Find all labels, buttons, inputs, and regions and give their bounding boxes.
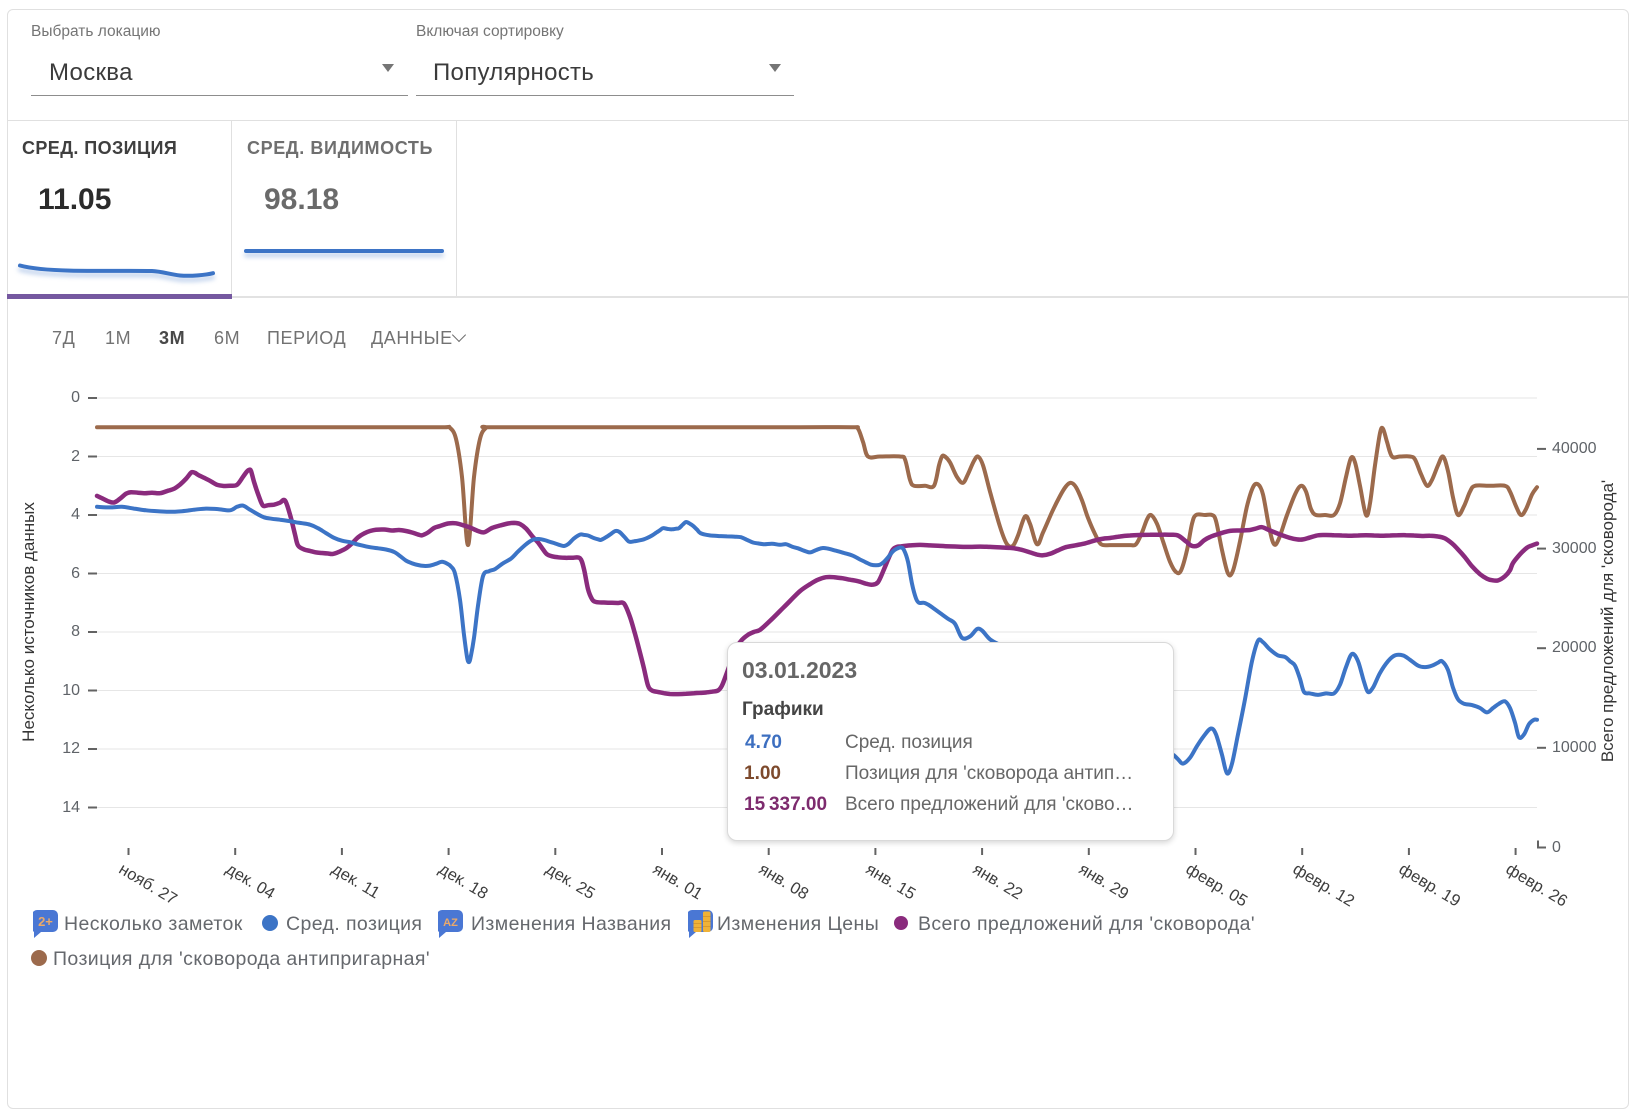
svg-text:2+: 2+ [38,914,53,929]
svg-text:AZ: AZ [443,917,458,929]
